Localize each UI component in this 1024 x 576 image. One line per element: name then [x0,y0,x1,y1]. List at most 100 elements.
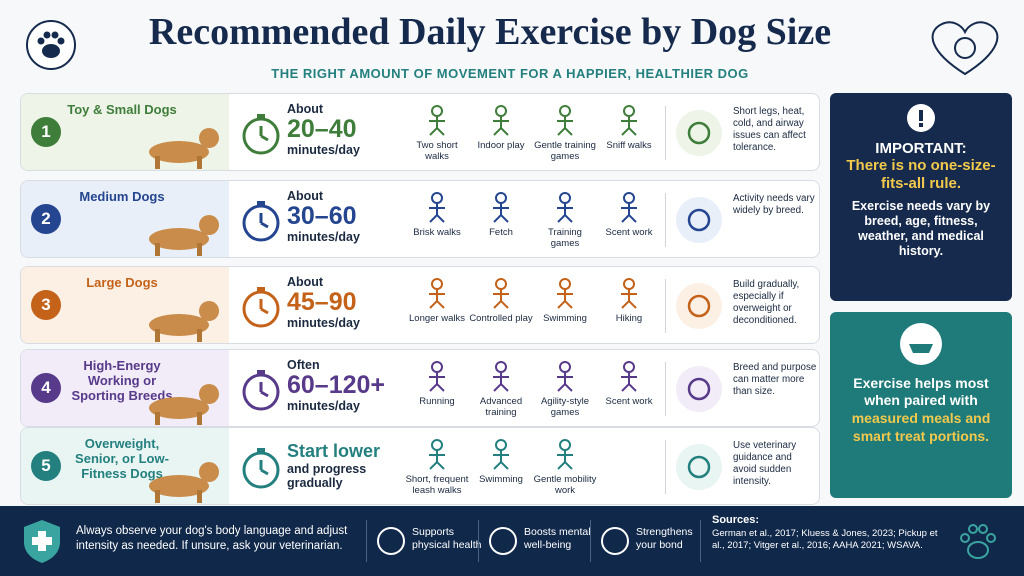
footer-divider [700,520,701,562]
activity: Sniff walks [597,94,661,170]
activity-label: Swimming [543,313,587,324]
divider [665,106,666,160]
important-box: IMPORTANT: There is no one-size-fits-all… [830,93,1012,301]
activity-icon [493,278,509,309]
dog-illustration [149,384,219,425]
activity-icon [429,278,445,309]
activity: Short, frequent leash walks [405,428,469,504]
tip-highlight: measured meals and smart treat portions. [851,410,991,444]
activity-icon [621,105,637,136]
activity-label: Indoor play [477,140,525,151]
activity-label: Training games [548,227,582,249]
activity: Hiking [597,267,661,343]
row-card: 5 Overweight, Senior, or Low-Fitness Dogs… [20,427,820,505]
time-main: 60–120+ [287,371,386,399]
divider [665,279,666,333]
activity: Advanced training [469,350,533,426]
dog-illustration [149,301,219,342]
row-card: 3 Large Dogs About 45–90 minutes/day Longer w… [20,266,820,344]
activity: Gentle training games [533,94,597,170]
time-block: Often 60–120+ minutes/day [287,358,397,413]
activity-label: Advanced training [479,396,523,418]
row-note: Short legs, heat, cold, and airway issue… [733,106,806,153]
time-main: 20–40 [287,115,357,143]
clock-icon [242,114,280,155]
activity: Gentle mobility work [533,428,597,504]
activity-label: Running [419,396,455,407]
time-block: Start lower and progress gradually [287,440,397,490]
row-card: 4 High-Energy Working or Sporting Breeds O… [20,349,820,427]
footer-paw [960,524,996,559]
sources-title: Sources: [712,514,760,526]
row-name: High-Energy Working or Sporting Breeds [71,358,173,403]
time-main: 45–90 [287,288,357,316]
activity: Two short walks [405,94,469,170]
row-note: Use veterinary guidance and avoid sudden… [733,440,797,487]
activity: Controlled play [469,267,533,343]
activity-icon [493,192,509,223]
activity-icon [621,192,637,223]
alert-icon [907,104,935,132]
divider [665,193,666,247]
benefit-label: Strengthens your bond [636,526,693,551]
activity: Swimming [533,267,597,343]
clock-icon [242,370,280,411]
activity: Scent work [597,350,661,426]
important-body: Exercise needs vary by breed, age, fitne… [851,199,991,258]
note-icon [676,283,722,329]
activity: Training games [533,181,597,257]
activity-icon [557,278,573,309]
activity: Scent work [597,181,661,257]
activity-label: Gentle training games [534,140,596,162]
sources: German et al., 2017; Kluess & Jones, 202… [712,528,938,551]
row-number: 2 [31,204,61,234]
activity-icon [493,361,509,392]
time-block: About 20–40 minutes/day [287,102,397,157]
time-block: About 45–90 minutes/day [287,275,397,330]
clock-icon [242,287,280,328]
dog-illustration [149,128,219,169]
time-tail: minutes/day [287,399,360,413]
activity-icon [557,192,573,223]
time-block: About 30–60 minutes/day [287,189,397,244]
time-lead: About [287,102,324,116]
activity-label: Swimming [479,474,523,485]
row-card: 2 Medium Dogs About 30–60 minutes/day Brisk w… [20,180,820,258]
activity-label: Scent work [605,227,653,238]
note-icon [676,444,722,490]
activity-label: Two short walks [416,140,458,162]
benefit-icon [489,527,517,555]
row-note: Build gradually, especially if overweigh… [733,279,800,326]
activity-label: Short, frequent leash walks [405,474,469,496]
activity-icon [493,439,509,470]
activity-icon [621,278,637,309]
activity-icon [493,105,509,136]
time-lead: About [287,189,324,203]
tip-lead: Exercise helps most when paired with [853,375,989,408]
dog-illustration [149,462,219,503]
activity: Swimming [469,428,533,504]
activity-icon [557,105,573,136]
activity: Brisk walks [405,181,469,257]
divider [665,440,666,494]
activity-label: Longer walks [409,313,465,324]
time-lead: About [287,275,324,289]
clock-icon [242,201,280,242]
row-number: 4 [31,373,61,403]
activity-icon [429,105,445,136]
row-number: 1 [31,117,61,147]
row-name: Overweight, Senior, or Low-Fitness Dogs [75,436,169,481]
bowl-icon [900,323,942,365]
time-main: Start lower [287,441,381,461]
row-number: 3 [31,290,61,320]
benefit-icon [377,527,405,555]
activity-icon [557,361,573,392]
time-tail: minutes/day [287,230,360,244]
activity-label: Gentle mobility work [533,474,597,496]
important-highlight: There is no one-size-fits-all rule. [846,157,996,192]
dog-illustration [149,215,219,256]
time-lead: Often [287,358,320,372]
activity-icon [429,439,445,470]
row-name: Large Dogs [86,275,158,290]
